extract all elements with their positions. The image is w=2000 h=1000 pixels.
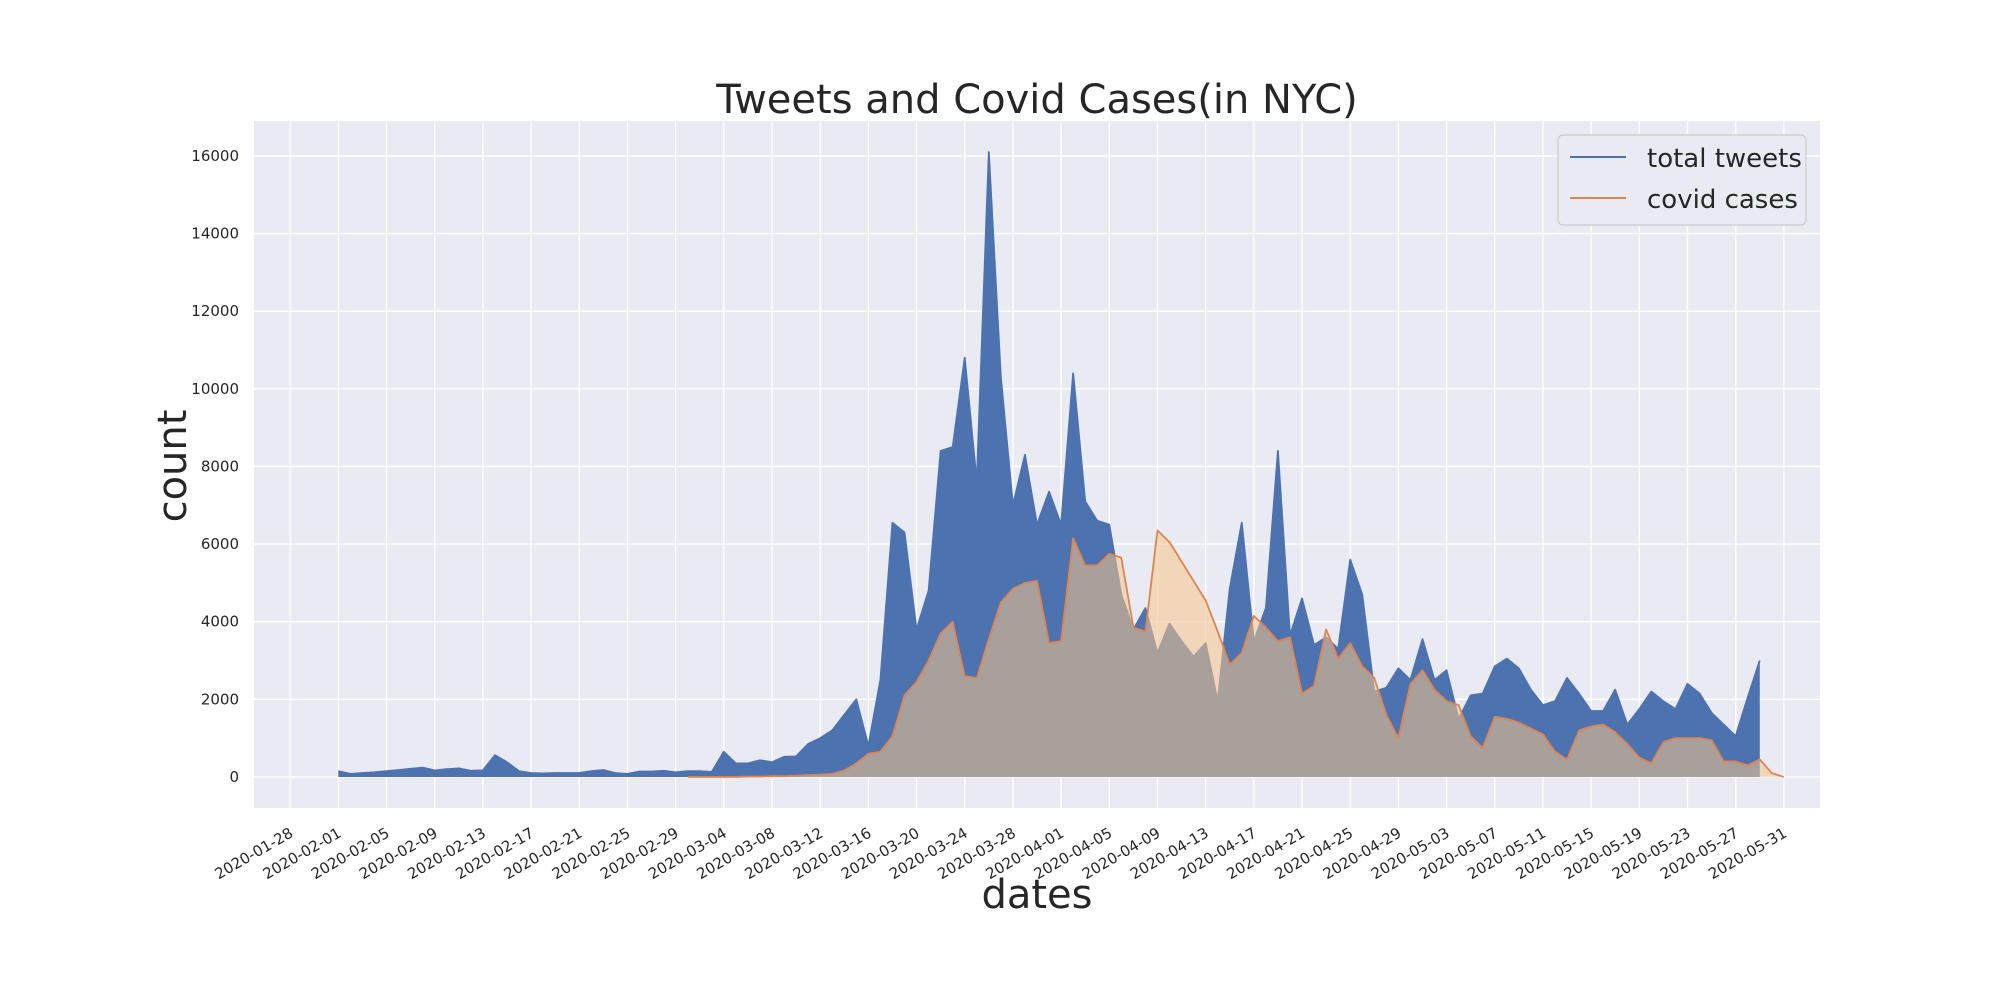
y-tick-label: 10000 [191,380,239,398]
y-tick-label: 0 [229,768,239,786]
y-tick-label: 2000 [201,690,239,708]
y-tick-label: 8000 [201,457,239,475]
y-tick-labels: 0 2000 4000 6000 8000 10000 12000 14000 16000 [191,147,239,786]
x-axis-title: dates [981,872,1092,918]
chart-title: Tweets and Covid Cases(in NYC) [715,77,1357,123]
y-tick-label: 14000 [191,225,239,243]
series-areas [338,151,1785,778]
y-tick-label: 4000 [201,613,239,631]
y-tick-label: 16000 [191,147,239,165]
y-tick-label: 12000 [191,302,239,320]
y-axis-title: count [150,410,196,523]
y-tick-label: 6000 [201,535,239,553]
legend-label-covid-cases: covid cases [1647,185,1798,215]
legend-label-total-tweets: total tweets [1647,144,1802,174]
legend: total tweets covid cases [1557,134,1807,226]
series-line [338,151,1761,775]
series-area [687,530,1784,777]
series-line [687,529,1785,778]
